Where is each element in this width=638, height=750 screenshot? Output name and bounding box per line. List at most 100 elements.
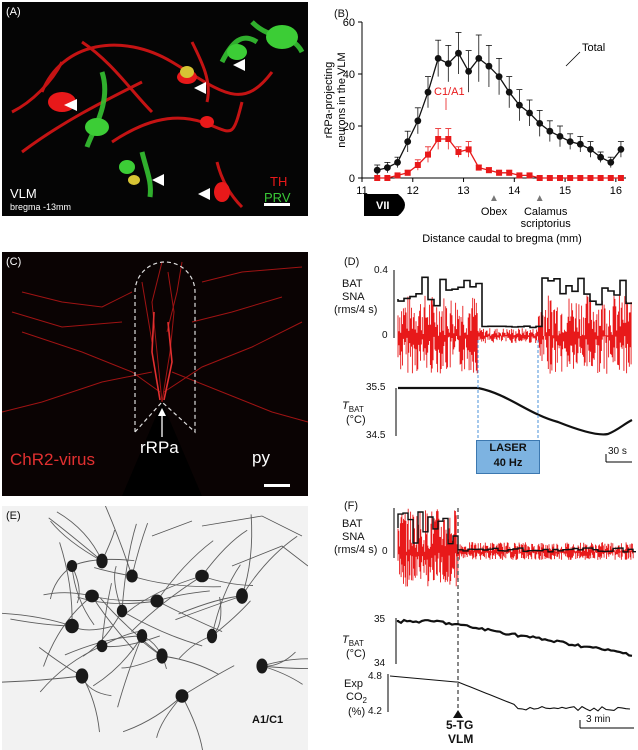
f-exp-label: Exp (344, 678, 363, 690)
neurite (211, 564, 241, 637)
neurite (126, 575, 203, 613)
neurite (2, 675, 83, 683)
data-point-total (607, 159, 615, 166)
d-tbat-trace (398, 386, 633, 436)
panel-f-traces (387, 508, 636, 729)
f-co2-co: CO (346, 691, 363, 703)
f-co2-sub: 2 (362, 696, 367, 706)
d-t-355: 35.5 (366, 382, 386, 393)
neurite (261, 665, 308, 670)
neuron-soma (116, 604, 128, 618)
data-point-c1a1 (516, 172, 523, 179)
data-point-total (495, 73, 503, 80)
neurite (121, 655, 163, 669)
d-bat-label-1: BAT (342, 278, 363, 290)
data-point-c1a1 (587, 175, 594, 181)
neurite (50, 520, 103, 562)
data-point-total (485, 62, 493, 70)
neurite (156, 695, 183, 738)
data-point-c1a1 (475, 164, 482, 171)
neurite (241, 535, 298, 597)
neurite (10, 618, 73, 627)
data-point-total (383, 164, 391, 172)
data-point-c1a1 (577, 175, 584, 181)
obex-marker: ▲ (489, 193, 499, 204)
neuron-soma (156, 648, 168, 664)
vii-nucleus (364, 194, 405, 216)
data-point-c1a1 (374, 175, 381, 181)
f-co2-trace (389, 675, 631, 712)
x-tick-label: 14 (508, 185, 520, 197)
neuron-soma (256, 658, 268, 674)
x-tick-label: 11 (356, 185, 367, 197)
panel-e-neurons (2, 506, 308, 750)
y-axis-label: rRPa-projectingneurons in the VLM (323, 52, 348, 147)
y-axis-label-line1: rRPa-projecting (323, 62, 335, 138)
data-point-total (617, 146, 625, 153)
x-tick-label: 16 (610, 185, 622, 197)
neurite (131, 575, 203, 632)
d-tbat-unit: (°C) (346, 414, 366, 426)
py-label: py (252, 448, 270, 467)
scale-bar-a (264, 203, 290, 206)
data-point-c1a1 (617, 175, 624, 181)
neurite (161, 655, 220, 675)
neurite (64, 635, 143, 656)
data-point-total (414, 117, 422, 125)
chr2-label: ChR2-virus (10, 450, 96, 469)
f-t-34: 34 (374, 658, 386, 669)
neurite (211, 600, 251, 637)
neuron-soma (96, 553, 108, 569)
y-tick-label: 60 (343, 17, 355, 29)
data-point-c1a1 (455, 149, 462, 155)
neuron-soma (206, 628, 218, 644)
data-point-c1a1 (526, 172, 533, 179)
data-point-total (587, 146, 594, 153)
a1c1-label: A1/C1 (252, 714, 284, 726)
data-point-total (546, 127, 554, 135)
data-point-c1a1 (414, 162, 421, 168)
d-y-0: 0 (382, 330, 388, 341)
panel-a-micrograph: (A) TH PRV VLM bregma -13mm (2, 2, 308, 216)
data-point-total (465, 68, 473, 75)
panel-d-traces (393, 270, 633, 463)
drug-label-2: VLM (448, 732, 474, 746)
data-point-c1a1 (567, 175, 574, 181)
data-point-c1a1 (536, 175, 543, 181)
panel-a-fluorescence (11, 20, 305, 209)
data-point-c1a1 (384, 175, 391, 181)
x-tick-label: 15 (559, 185, 571, 197)
f-c-48: 4.8 (368, 671, 382, 682)
prv-label: PRV (264, 190, 291, 205)
panel-d-recording: (D) BAT SNA (rms/4 s) 0.4 0 TBAT (°C) 35… (318, 254, 636, 494)
neuron-soma (126, 569, 138, 583)
rrpa-label: rRPa (140, 438, 179, 457)
data-point-c1a1 (465, 146, 472, 153)
data-point-total (597, 153, 605, 161)
panel-f-recording: (F) BAT SNA (rms/4 s) 0 TBAT (°C) 35 34 … (318, 498, 636, 750)
neurite (261, 658, 308, 667)
neurite (117, 635, 143, 708)
f-bat-label-3: (rms/4 s) (334, 544, 378, 556)
neurite (77, 596, 158, 605)
distal-fibers (151, 515, 308, 567)
f-tbat-label: TBAT (342, 634, 364, 648)
d-y-04: 0.4 (374, 265, 388, 276)
f-bat-sna-raw (397, 508, 634, 587)
x-tick-label: 13 (457, 185, 469, 197)
f-tbat-t: T (342, 634, 349, 646)
x-tick-label: 12 (407, 185, 419, 197)
panel-d-letter: (D) (344, 256, 360, 268)
series-pointer-total (565, 51, 581, 67)
series-label-total: Total (582, 42, 605, 54)
data-point-total (576, 140, 584, 148)
neuron-soma (85, 589, 99, 603)
data-point-c1a1 (496, 169, 503, 176)
data-point-c1a1 (506, 169, 513, 176)
neurite (181, 665, 235, 697)
d-tbat-t: T (342, 400, 349, 412)
data-point-c1a1 (425, 151, 431, 158)
y-axis-label-line2: neurons in the VLM (336, 52, 348, 147)
panel-b-chart: (B) 0 20 40 60 11 12 13 14 15 16 rRPa-projectingne… (318, 2, 636, 252)
neurite (121, 523, 137, 612)
